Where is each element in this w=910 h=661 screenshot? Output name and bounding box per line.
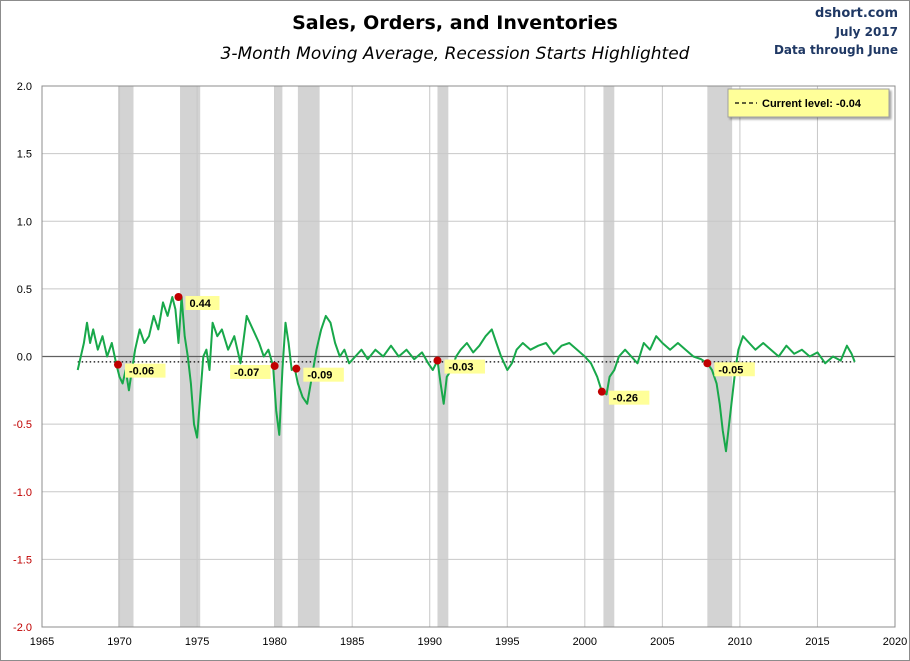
callout-box — [124, 363, 166, 378]
legend-box — [727, 88, 890, 118]
callout-marker — [433, 356, 442, 365]
callout-label: -0.03 — [448, 362, 473, 374]
callout-box — [608, 390, 650, 405]
axes: 1965 1970 1975 1980 1985 1990 1995 2000 2005 2010… — [13, 81, 907, 648]
y-tick-label: 1.0 — [17, 216, 32, 228]
x-tick-label: 2000 — [573, 636, 597, 648]
annotations: -0.06 0.44 -0.07 -0.09 -0.03 -0.26 -0.05 — [113, 292, 755, 405]
source-date: July 2017 — [835, 25, 898, 39]
callout-marker — [292, 364, 301, 373]
x-tick-label: 1985 — [340, 636, 364, 648]
x-tick-label: 1990 — [417, 636, 441, 648]
y-tick-label: 0.0 — [17, 352, 32, 364]
callout-label: -0.26 — [613, 393, 638, 405]
callout-box — [444, 359, 485, 374]
y-tick-label: -0.5 — [13, 419, 32, 431]
callout-box — [185, 295, 220, 310]
callout-label: -0.06 — [129, 366, 154, 378]
legend: Current level: -0.04 — [727, 88, 890, 118]
source-note: Data through June — [773, 43, 898, 57]
chart-subtitle: 3-Month Moving Average, Recession Starts… — [220, 44, 690, 64]
callout-marker — [174, 292, 183, 301]
y-tick-label: -1.0 — [13, 487, 32, 499]
callout-label: -0.07 — [234, 367, 259, 379]
callout-marker — [113, 360, 122, 369]
callout-box — [714, 362, 755, 377]
plot-border — [41, 85, 896, 628]
callout-box — [230, 364, 271, 379]
callout-label: -0.09 — [307, 370, 332, 382]
x-tick-label: 2020 — [883, 636, 907, 648]
y-tick-label: 2.0 — [17, 81, 32, 93]
callout-marker — [597, 387, 606, 396]
x-tick-label: 1975 — [185, 636, 209, 648]
x-tick-label: 2005 — [650, 636, 674, 648]
callout-label: 0.44 — [189, 298, 211, 310]
chart-title: Sales, Orders, and Inventories — [292, 12, 618, 34]
legend-label: Current level: -0.04 — [762, 98, 862, 110]
series-line — [76, 296, 856, 453]
callout-label: -0.05 — [718, 364, 743, 376]
y-tick-label: -1.5 — [13, 554, 32, 566]
x-tick-label: 1970 — [107, 636, 131, 648]
callout-marker — [703, 359, 712, 368]
callout-box — [303, 367, 344, 382]
callout-marker — [270, 361, 279, 370]
source-site: dshort.com — [815, 6, 898, 21]
x-tick-label: 1995 — [495, 636, 519, 648]
y-tick-label: -2.0 — [13, 622, 32, 634]
y-tick-label: 0.5 — [17, 284, 32, 296]
x-tick-label: 1980 — [262, 636, 286, 648]
y-tick-label: 1.5 — [17, 149, 32, 161]
x-tick-label: 2010 — [728, 636, 752, 648]
x-tick-label: 2015 — [805, 636, 829, 648]
x-tick-label: 1965 — [30, 636, 54, 648]
